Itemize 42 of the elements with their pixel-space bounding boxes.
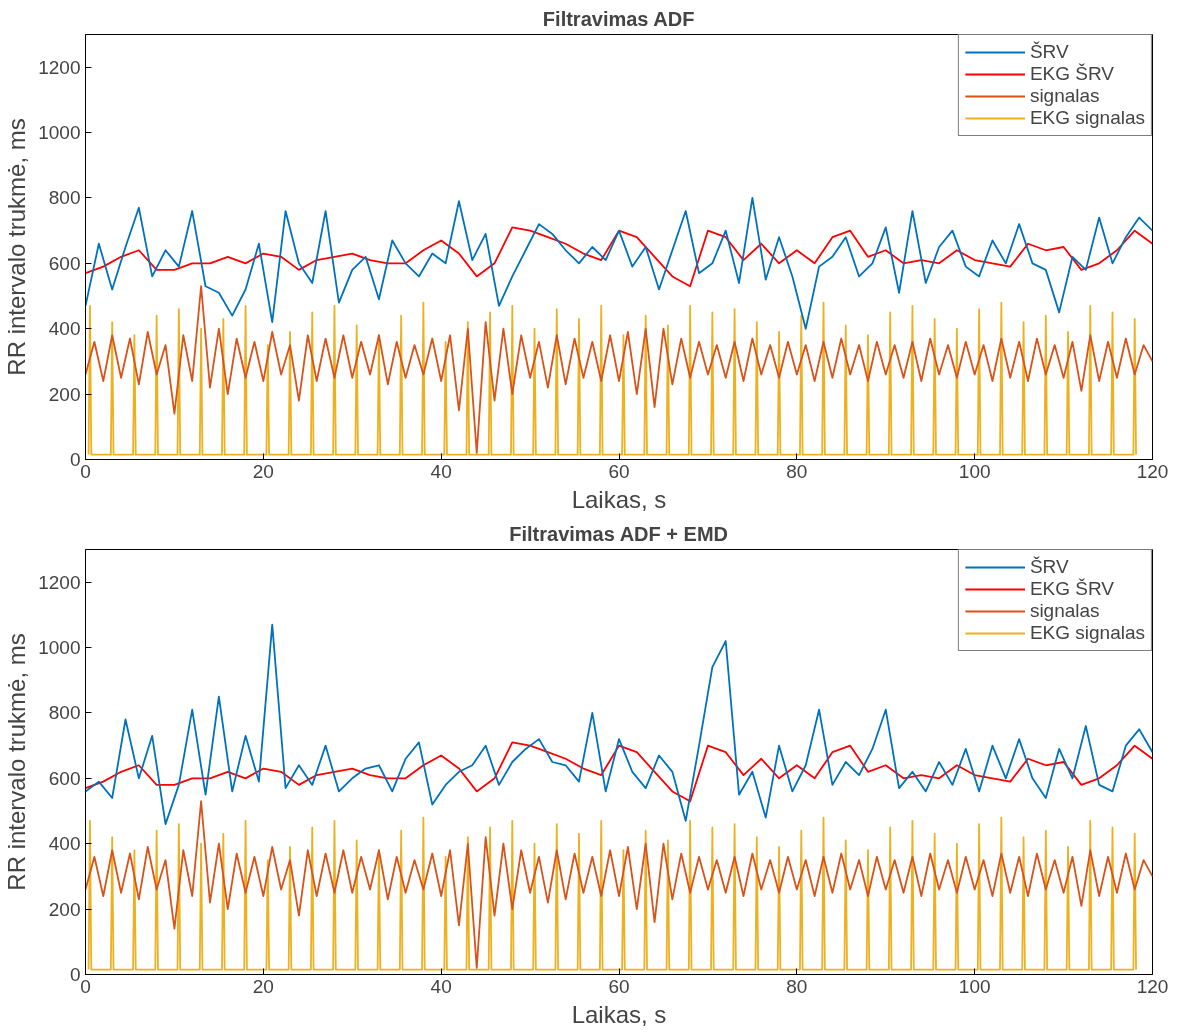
legend-label: signalas xyxy=(1029,85,1100,107)
x-tick-label: 40 xyxy=(430,975,452,997)
y-tick-label: 1000 xyxy=(38,637,81,659)
legend-label: ŠRV xyxy=(1029,41,1069,63)
x-axis-title: Laikas, s xyxy=(571,485,667,513)
line-series xyxy=(85,197,1153,330)
x-tick-label: 80 xyxy=(786,460,808,482)
x-tick-label: 80 xyxy=(786,975,808,997)
y-tick-label: 200 xyxy=(48,898,81,920)
chart-title: Filtravimas ADF + EMD xyxy=(509,522,729,545)
y-axis-title: RR intervalo trukmė, ms xyxy=(3,633,31,891)
y-tick-label: 600 xyxy=(48,252,81,274)
x-tick-label: 100 xyxy=(958,460,991,482)
legend-label: EKG ŠRV xyxy=(1029,63,1115,85)
line-series xyxy=(85,226,1153,288)
legend-label: ŠRV xyxy=(1029,556,1069,578)
x-tick-label: 20 xyxy=(252,460,274,482)
y-tick-label: 1200 xyxy=(38,571,81,593)
y-tick-label: 400 xyxy=(48,318,81,340)
x-tick-label: 60 xyxy=(608,460,630,482)
y-tick-label: 1200 xyxy=(38,56,81,78)
x-tick-label: 40 xyxy=(430,460,452,482)
x-axis-title: Laikas, s xyxy=(571,1000,667,1028)
chart-title: Filtravimas ADF xyxy=(542,7,695,30)
legend-label: EKG signalas xyxy=(1029,622,1145,644)
legend-label: signalas xyxy=(1029,600,1100,622)
x-tick-label: 60 xyxy=(608,975,630,997)
y-tick-label: 400 xyxy=(48,833,81,855)
legend-label: EKG ŠRV xyxy=(1029,578,1115,600)
x-tick-label: 20 xyxy=(252,975,274,997)
line-series xyxy=(85,741,1153,803)
y-tick-label: 1000 xyxy=(38,122,81,144)
y-axis-title: RR intervalo trukmė, ms xyxy=(3,118,31,376)
y-tick-label: 800 xyxy=(48,702,81,724)
x-tick-label: 120 xyxy=(1136,975,1169,997)
y-tick-label: 200 xyxy=(48,383,81,405)
x-tick-label: 100 xyxy=(958,975,991,997)
line-series xyxy=(85,623,1153,826)
x-tick-label: 120 xyxy=(1136,460,1169,482)
legend-label: EKG signalas xyxy=(1029,107,1145,129)
y-tick-label: 800 xyxy=(48,187,81,209)
y-tick-label: 600 xyxy=(48,767,81,789)
